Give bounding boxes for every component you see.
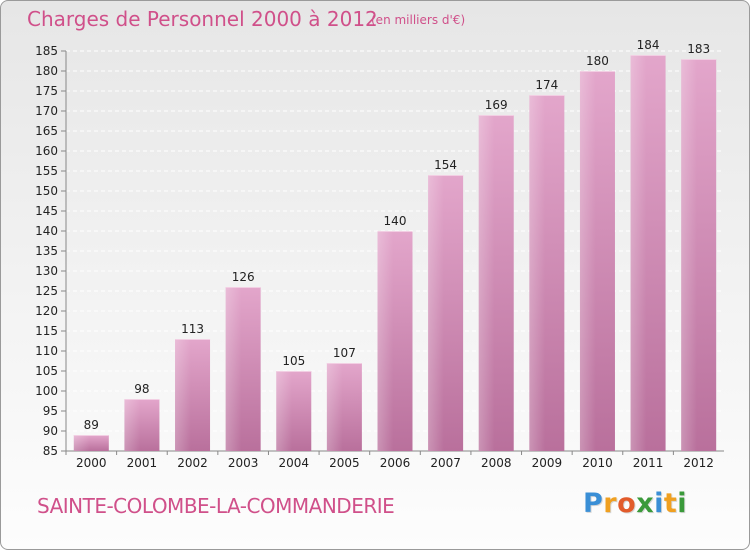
data-label: 184: [637, 38, 660, 52]
chart-title: Charges de Personnel 2000 à 2012: [27, 7, 378, 31]
bar-highlight: [478, 115, 495, 451]
x-tick-label: 2003: [228, 456, 259, 470]
y-tick-label: 130: [35, 264, 58, 278]
y-tick-label: 145: [35, 204, 58, 218]
y-tick-label: 125: [35, 284, 58, 298]
commune-name: SAINTE-COLOMBE-LA-COMMANDERIE: [37, 494, 395, 518]
x-tick-label: 2002: [177, 456, 208, 470]
y-tick-label: 115: [35, 324, 58, 338]
bar-highlight: [681, 59, 697, 451]
y-tick-label: 135: [35, 244, 58, 258]
y-tick-label: 170: [35, 104, 58, 118]
x-tick-label: 2001: [127, 456, 158, 470]
data-label: 107: [333, 346, 356, 360]
data-label: 169: [485, 98, 508, 112]
y-tick-label: 150: [35, 184, 58, 198]
bar-highlight: [175, 339, 191, 451]
y-tick-label: 105: [35, 364, 58, 378]
y-tick-label: 90: [43, 424, 58, 438]
logo-letter: P: [583, 488, 604, 519]
y-tick-label: 185: [35, 44, 58, 58]
y-tick-label: 95: [43, 404, 58, 418]
bar-highlight: [73, 435, 90, 451]
data-labels: 89 98 113 126 105 107 140 154 169 174 180 184 183: [84, 38, 710, 432]
bar-highlight: [377, 231, 394, 451]
y-tick-label: 175: [35, 84, 58, 98]
data-label: 126: [232, 270, 255, 284]
bar-highlight: [124, 399, 141, 451]
bar-highlight: [630, 55, 647, 451]
bar-highlight: [529, 95, 546, 451]
bars: [73, 55, 717, 451]
bar-highlight: [326, 363, 343, 451]
x-tick-label: 2011: [633, 456, 664, 470]
y-tick-label: 165: [35, 124, 58, 138]
data-label: 140: [384, 214, 407, 228]
data-label: 105: [282, 354, 305, 368]
logo-letter: r: [603, 488, 618, 519]
logo-letter: i: [654, 488, 664, 519]
chart-subtitle: (en milliers d'€): [371, 13, 466, 27]
bar-highlight: [225, 287, 242, 451]
x-tick-label: 2004: [278, 456, 309, 470]
data-label: 98: [134, 382, 149, 396]
x-tick-label: 2009: [532, 456, 563, 470]
x-tick-label: 2007: [430, 456, 461, 470]
y-tick-label: 100: [35, 384, 58, 398]
data-label: 183: [687, 42, 710, 56]
logo-letter: t: [663, 488, 678, 519]
data-label: 154: [434, 158, 457, 172]
y-tick-label: 155: [35, 164, 58, 178]
data-label: 89: [84, 418, 99, 432]
logo-letter: x: [636, 488, 655, 519]
x-tick-label: 2000: [76, 456, 107, 470]
data-label: 174: [535, 78, 558, 92]
logo-letter: o: [617, 488, 637, 519]
y-tick-label: 180: [35, 64, 58, 78]
bar-highlight: [428, 175, 444, 451]
y-tick-label: 110: [35, 344, 58, 358]
x-tick-label: 2012: [683, 456, 714, 470]
y-tick-label: 160: [35, 144, 58, 158]
proxiti-logo[interactable]: Proxiti: [583, 488, 687, 519]
x-tick-label: 2005: [329, 456, 360, 470]
bar-highlight: [276, 371, 293, 451]
y-tick-label: 140: [35, 224, 58, 238]
data-label: 180: [586, 54, 609, 68]
x-tick-label: 2008: [481, 456, 512, 470]
data-label: 113: [181, 322, 204, 336]
axes: 85 90 95 100 105 110 115 120 125 130 135 140 145 150 1…: [35, 44, 724, 470]
bar-highlight: [579, 71, 596, 451]
y-tick-label: 85: [43, 444, 58, 458]
y-tick-label: 120: [35, 304, 58, 318]
x-tick-label: 2006: [380, 456, 411, 470]
logo-letter: i: [677, 488, 688, 519]
x-tick-label: 2010: [582, 456, 613, 470]
